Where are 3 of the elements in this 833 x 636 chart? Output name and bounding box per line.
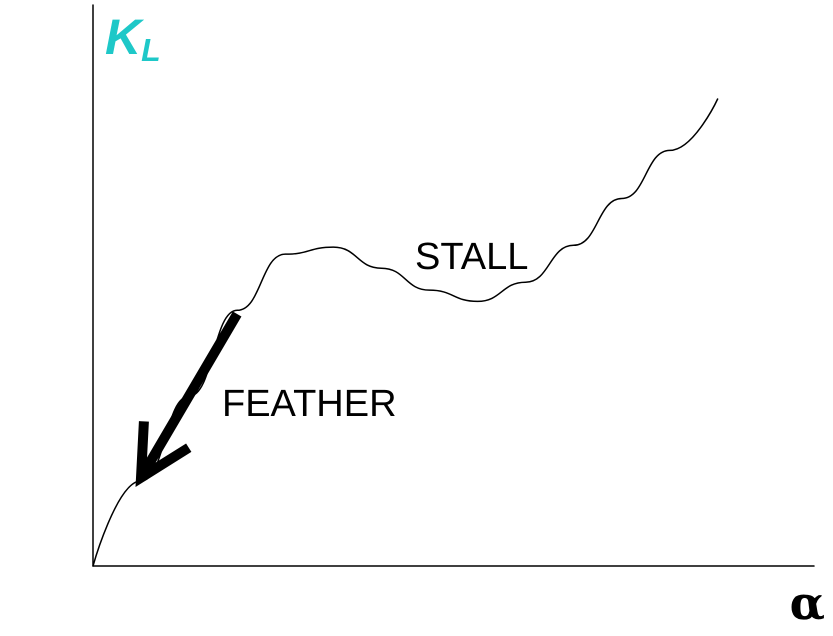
annotation: FEATHER [222,383,397,425]
annotation: STALL [415,236,528,278]
x-axis-title: α [790,576,826,630]
